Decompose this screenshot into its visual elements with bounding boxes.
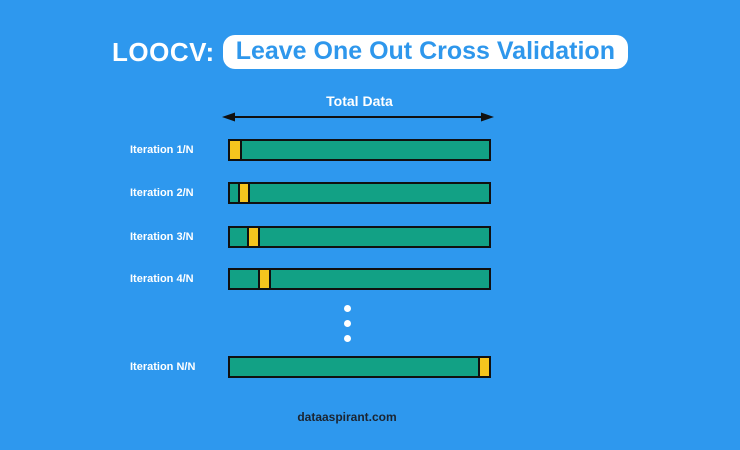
test-fold-segment <box>247 228 260 246</box>
iteration-bar <box>228 139 491 161</box>
iteration-bar <box>228 356 491 378</box>
total-data-label: Total Data <box>326 93 393 109</box>
iteration-label: Iteration 1/N <box>130 144 194 156</box>
test-fold-segment <box>258 270 271 288</box>
double-arrow-icon <box>222 112 494 122</box>
dot <box>344 320 351 327</box>
page-title: LOOCV: Leave One Out Cross Validation <box>0 35 740 69</box>
title-prefix: LOOCV: <box>112 36 215 67</box>
iteration-row: Iteration 2/N <box>0 182 740 204</box>
iteration-bar <box>228 268 491 290</box>
iteration-row: Iteration 3/N <box>0 226 740 248</box>
iteration-row: Iteration N/N <box>0 356 740 378</box>
iteration-row: Iteration 1/N <box>0 139 740 161</box>
test-fold-segment <box>238 184 250 202</box>
iteration-bar <box>228 226 491 248</box>
dot <box>344 335 351 342</box>
ellipsis-dots <box>344 305 351 342</box>
dot <box>344 305 351 312</box>
test-fold-segment <box>228 141 242 159</box>
test-fold-segment <box>478 358 491 376</box>
iteration-label: Iteration N/N <box>130 361 196 373</box>
watermark-text: dataaspirant.com <box>297 410 397 424</box>
iteration-bar <box>228 182 491 204</box>
iteration-label: Iteration 3/N <box>130 231 194 243</box>
iteration-label: Iteration 2/N <box>130 187 194 199</box>
iteration-label: Iteration 4/N <box>130 273 194 285</box>
iteration-row: Iteration 4/N <box>0 268 740 290</box>
title-highlight-pill: Leave One Out Cross Validation <box>222 35 628 69</box>
